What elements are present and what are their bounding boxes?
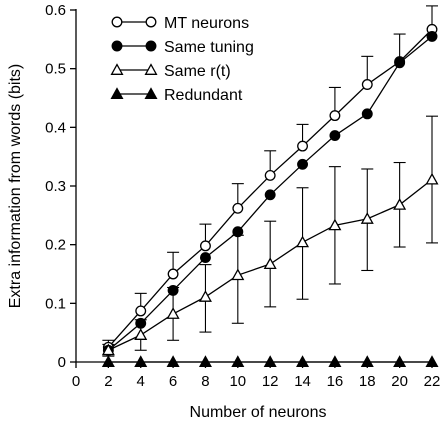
data-point bbox=[426, 30, 438, 42]
data-point bbox=[360, 212, 374, 224]
data-point bbox=[425, 355, 439, 367]
legend-marker bbox=[110, 87, 124, 99]
legend-label: Same tuning bbox=[164, 39, 254, 56]
x-tick-label: 0 bbox=[72, 373, 80, 390]
data-point bbox=[393, 198, 407, 210]
y-ticks: 0 0.1 0.2 0.3 0.4 0.5 0.6 bbox=[45, 2, 76, 371]
y-tick-label: 0.6 bbox=[45, 2, 66, 19]
x-axis-label: Number of neurons bbox=[190, 404, 327, 421]
x-tick-label: 2 bbox=[104, 373, 112, 390]
data-point bbox=[198, 290, 212, 302]
y-tick-label: 0.2 bbox=[45, 237, 66, 254]
x-tick-label: 14 bbox=[294, 373, 311, 390]
data-point bbox=[101, 355, 115, 367]
x-tick-label: 10 bbox=[229, 373, 246, 390]
data-point bbox=[101, 343, 115, 356]
data-point bbox=[200, 252, 211, 264]
y-tick-label: 0.1 bbox=[45, 295, 66, 312]
y-tick-label: 0.4 bbox=[45, 119, 66, 136]
data-point bbox=[425, 172, 439, 185]
y-tick-label: 0.3 bbox=[45, 178, 66, 195]
data-point bbox=[264, 169, 276, 181]
data-point bbox=[394, 57, 406, 69]
data-point bbox=[263, 355, 277, 367]
data-point bbox=[231, 355, 245, 367]
axes bbox=[75, 9, 433, 363]
x-ticks: 0 2 4 6 8 10 12 14 16 18 20 22 bbox=[72, 362, 441, 390]
data-point bbox=[393, 355, 407, 367]
data-point bbox=[135, 317, 147, 329]
y-tick-label: 0.5 bbox=[45, 61, 66, 78]
x-tick-label: 16 bbox=[327, 373, 344, 390]
legend-marker bbox=[144, 63, 158, 75]
legend-marker bbox=[144, 87, 158, 99]
x-tick-label: 22 bbox=[424, 373, 441, 390]
data-point bbox=[329, 130, 341, 141]
x-tick-label: 12 bbox=[262, 373, 279, 390]
data-point bbox=[198, 355, 212, 367]
data-point bbox=[328, 355, 342, 367]
data-point bbox=[296, 355, 310, 367]
data-point bbox=[134, 328, 148, 340]
data-point bbox=[361, 108, 373, 120]
y-axis-label: Extra information from words (bits) bbox=[7, 64, 24, 309]
x-tick-label: 4 bbox=[137, 373, 145, 390]
data-point bbox=[134, 355, 148, 367]
data-point bbox=[264, 189, 276, 201]
y-tick-label: 0 bbox=[58, 354, 66, 371]
data-point bbox=[328, 218, 342, 231]
legend-marker bbox=[110, 63, 124, 75]
legend-label: Same r(t) bbox=[164, 63, 231, 80]
legend-marker bbox=[145, 40, 157, 52]
series-markers bbox=[101, 23, 439, 367]
data-point bbox=[167, 268, 179, 280]
legend-marker bbox=[111, 16, 123, 28]
data-point bbox=[166, 355, 180, 367]
data-point bbox=[297, 140, 308, 152]
data-point bbox=[135, 305, 147, 317]
data-point bbox=[232, 202, 244, 214]
data-point bbox=[263, 257, 277, 269]
data-point bbox=[360, 355, 374, 367]
legend: MT neurons Same tuning Same r(t) Redundant bbox=[110, 15, 254, 104]
data-point bbox=[329, 110, 341, 122]
data-point bbox=[200, 240, 211, 252]
data-point bbox=[297, 158, 308, 170]
x-tick-label: 8 bbox=[201, 373, 209, 390]
data-point bbox=[167, 284, 179, 296]
x-tick-label: 6 bbox=[169, 373, 177, 390]
x-tick-label: 20 bbox=[391, 373, 408, 390]
data-point bbox=[166, 307, 180, 319]
legend-label: Redundant bbox=[164, 87, 243, 104]
legend-label: MT neurons bbox=[164, 15, 249, 32]
error-bars bbox=[102, 5, 438, 357]
data-point bbox=[232, 226, 244, 238]
legend-marker bbox=[111, 40, 123, 52]
x-tick-label: 18 bbox=[359, 373, 376, 390]
data-point bbox=[231, 268, 245, 281]
data-point bbox=[361, 79, 373, 90]
legend-marker bbox=[145, 16, 157, 28]
data-point bbox=[296, 235, 310, 248]
